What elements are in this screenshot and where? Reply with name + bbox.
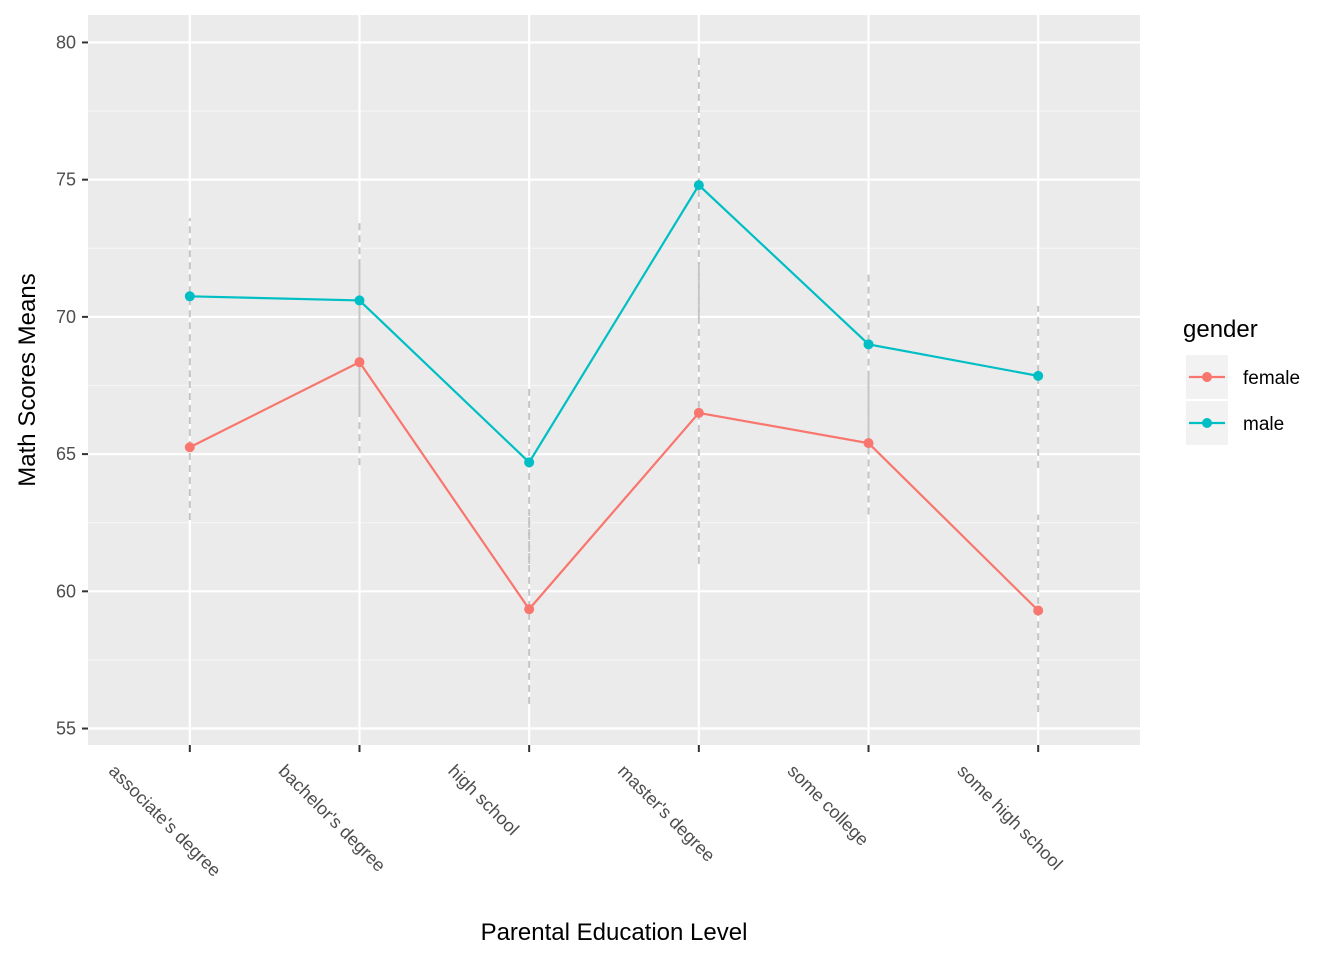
y-tick-label: 65 (56, 444, 76, 464)
x-axis: associate's degree bachelor's degree high … (105, 745, 1067, 881)
legend-label-male: male (1243, 414, 1284, 435)
y-tick-label: 55 (56, 719, 76, 739)
y-axis: 55 60 65 70 75 80 (56, 32, 88, 739)
data-point-female (863, 438, 874, 449)
data-point-female (524, 604, 535, 615)
x-tick-label: associate's degree (105, 761, 225, 881)
series-line-male (189, 183, 1039, 465)
y-axis-title: Math Scores Means (14, 273, 41, 486)
legend-title: gender (1183, 316, 1258, 343)
x-tick-label: high school (444, 761, 523, 840)
data-point-male (863, 339, 874, 350)
legend-key-point (1202, 418, 1212, 428)
data-point-female (1033, 605, 1044, 616)
series-points (184, 180, 1044, 616)
y-tick-label: 70 (56, 307, 76, 327)
data-point-female (184, 442, 195, 453)
y-tick-label: 80 (56, 32, 76, 52)
legend: gender female male (1183, 316, 1300, 445)
y-tick-label: 60 (56, 581, 76, 601)
x-tick-label: master's degree (614, 761, 719, 866)
y-tick-label: 75 (56, 170, 76, 190)
minor-gridlines (88, 110, 1140, 661)
data-point-male (1033, 370, 1044, 381)
x-tick-label: some high school (953, 761, 1066, 874)
series-lines (189, 183, 1039, 612)
data-point-male (524, 457, 535, 468)
legend-label-female: female (1243, 368, 1300, 389)
data-point-male (184, 291, 195, 302)
x-axis-title: Parental Education Level (481, 919, 748, 946)
legend-key-point (1202, 372, 1212, 382)
data-point-female (693, 407, 704, 418)
x-tick-label: some college (784, 761, 873, 850)
data-point-male (693, 180, 704, 191)
plot-panel (88, 15, 1140, 745)
data-point-male (354, 295, 365, 306)
x-tick-label: bachelor's degree (275, 761, 390, 876)
data-point-female (354, 357, 365, 368)
series-line-female (189, 360, 1039, 612)
